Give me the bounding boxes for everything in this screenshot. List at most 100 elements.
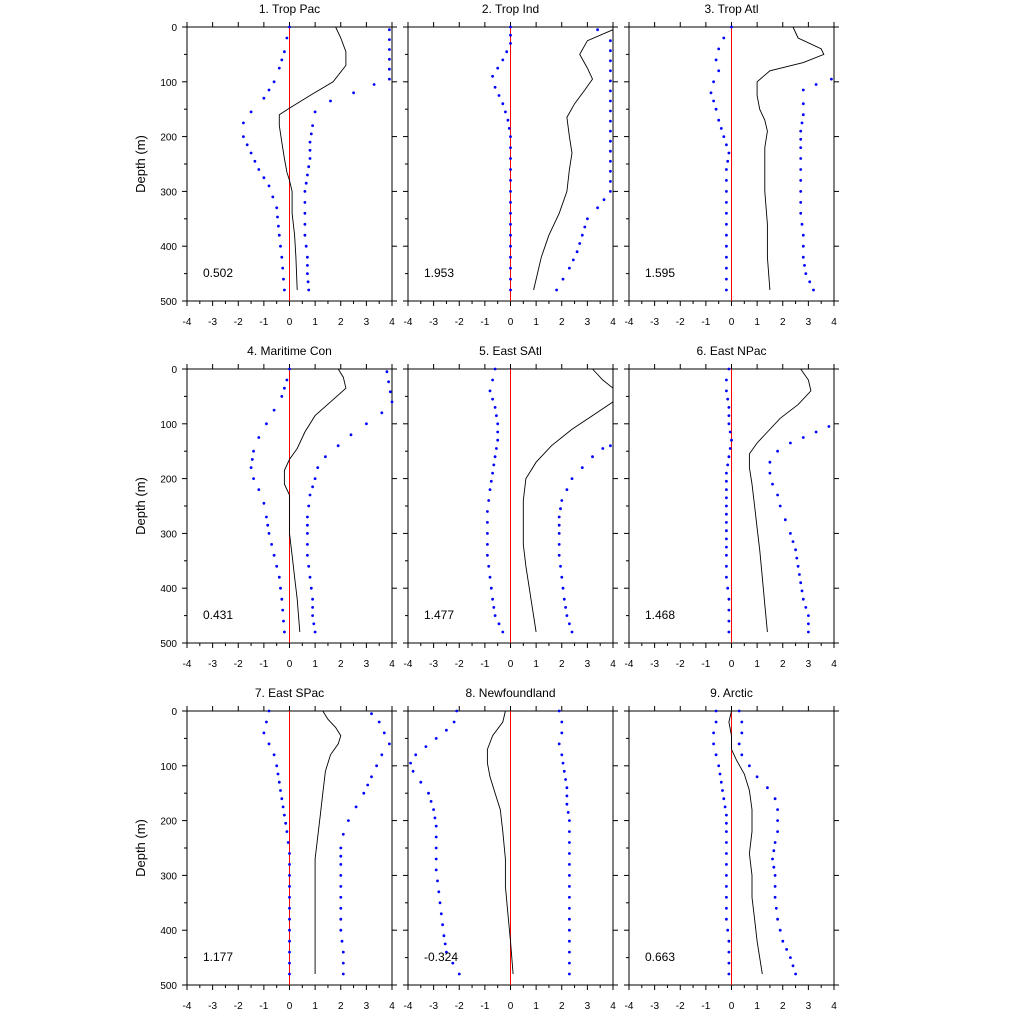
dot-point: [591, 455, 594, 459]
dot-point: [492, 606, 496, 609]
dot-point: [580, 466, 584, 469]
dot-point: [336, 444, 340, 448]
dot-point: [439, 912, 443, 916]
dot-point: [275, 564, 279, 568]
x-tick-label: -4: [183, 1001, 192, 1012]
dot-point: [388, 742, 391, 746]
dot-point: [509, 33, 512, 37]
dot-point: [609, 149, 612, 153]
dot-point: [730, 438, 733, 442]
x-tick-label: 3: [364, 317, 370, 328]
dot-point: [799, 581, 803, 585]
y-tick-label: 300: [160, 529, 177, 540]
dot-point: [725, 190, 728, 193]
dot-point: [717, 118, 721, 122]
dot-point: [725, 143, 728, 147]
dot-point: [411, 769, 415, 773]
dot-point: [429, 800, 433, 803]
panel-stat-value: 1.177: [203, 950, 233, 964]
panel-title: 7. East SPac: [255, 686, 324, 700]
dot-point: [352, 91, 355, 95]
dot-point: [609, 180, 612, 183]
dot-point: [557, 742, 561, 746]
x-tick-label: 4: [831, 1001, 837, 1012]
dot-point: [727, 972, 731, 976]
dot-point: [288, 939, 291, 943]
x-tick-label: -3: [208, 1001, 217, 1012]
dot-point: [571, 258, 575, 262]
dot-point: [714, 58, 718, 62]
dot-point: [725, 521, 728, 524]
dot-point: [388, 48, 391, 51]
dot-point: [727, 414, 731, 417]
panel-2: 2. Trop Ind -4 -3 -2 -1 0 1 2 3 4 1.953: [403, 2, 618, 328]
x-tick-label: -2: [455, 1001, 464, 1012]
dot-point: [288, 917, 291, 921]
dot-point: [609, 99, 612, 103]
dot-point: [583, 225, 587, 229]
dot-point: [433, 816, 437, 820]
x-tick-label: -4: [404, 1001, 413, 1012]
dot-point: [570, 630, 574, 634]
dot-point: [725, 277, 728, 281]
dot-point: [304, 181, 308, 185]
x-tick-label: -1: [480, 1001, 489, 1012]
dot-point: [728, 430, 732, 434]
dot-point: [388, 67, 391, 71]
y-tick-label: 400: [160, 926, 177, 937]
dot-point: [414, 753, 418, 757]
dot-point: [505, 50, 509, 54]
dot-point: [303, 233, 307, 237]
dot-point: [388, 390, 392, 394]
dot-point: [568, 863, 571, 866]
dot-point: [288, 863, 291, 866]
x-tick-label: -3: [429, 1001, 438, 1012]
dot-point: [727, 406, 731, 409]
dot-point: [288, 367, 291, 371]
panel-5: 5. East SAtl -4 -3 -2 -1 0 1 2 3 4 1.477: [403, 344, 618, 670]
dot-point: [725, 906, 728, 910]
dot-point: [282, 277, 285, 281]
dot-point: [609, 190, 612, 193]
dot-point: [768, 460, 772, 464]
dot-point: [424, 745, 428, 748]
dot-point: [568, 830, 571, 833]
dot-point: [509, 201, 512, 204]
x-tick-label: -2: [676, 1001, 685, 1012]
dot-point: [316, 466, 320, 469]
dot-point: [257, 488, 261, 491]
dot-point: [725, 201, 728, 204]
x-tick-label: 4: [389, 317, 395, 328]
dot-point: [609, 49, 612, 53]
dot-point: [568, 950, 571, 954]
dot-point: [309, 586, 313, 590]
panel-title: 6. East NPac: [696, 344, 766, 358]
dot-point: [387, 380, 390, 384]
x-tick-label: 0: [729, 659, 735, 670]
dot-point: [725, 841, 728, 844]
dot-point: [789, 956, 792, 959]
x-tick-label: -4: [183, 317, 192, 328]
dot-point: [486, 553, 489, 557]
solid-profile-line: [283, 368, 347, 633]
dot-point: [776, 819, 779, 822]
dot-point: [565, 802, 569, 806]
solid-profile-line: [278, 26, 347, 291]
dot-point: [725, 813, 728, 817]
dot-point: [492, 463, 496, 467]
dot-point: [250, 458, 254, 461]
dot-point: [773, 797, 777, 801]
x-tick-label: 0: [287, 317, 293, 328]
dot-point: [349, 433, 353, 437]
dot-point: [725, 553, 728, 557]
dot-point: [347, 819, 350, 822]
x-tick-label: 3: [364, 1001, 370, 1012]
x-tick-label: 0: [729, 1001, 735, 1012]
dot-point: [277, 66, 281, 70]
dot-point: [486, 532, 489, 535]
dot-point: [306, 255, 309, 259]
solid-profile-line: [486, 710, 514, 975]
dotted-upper-bound-series: [303, 28, 391, 292]
dot-point: [409, 761, 412, 765]
dot-point: [491, 471, 494, 475]
